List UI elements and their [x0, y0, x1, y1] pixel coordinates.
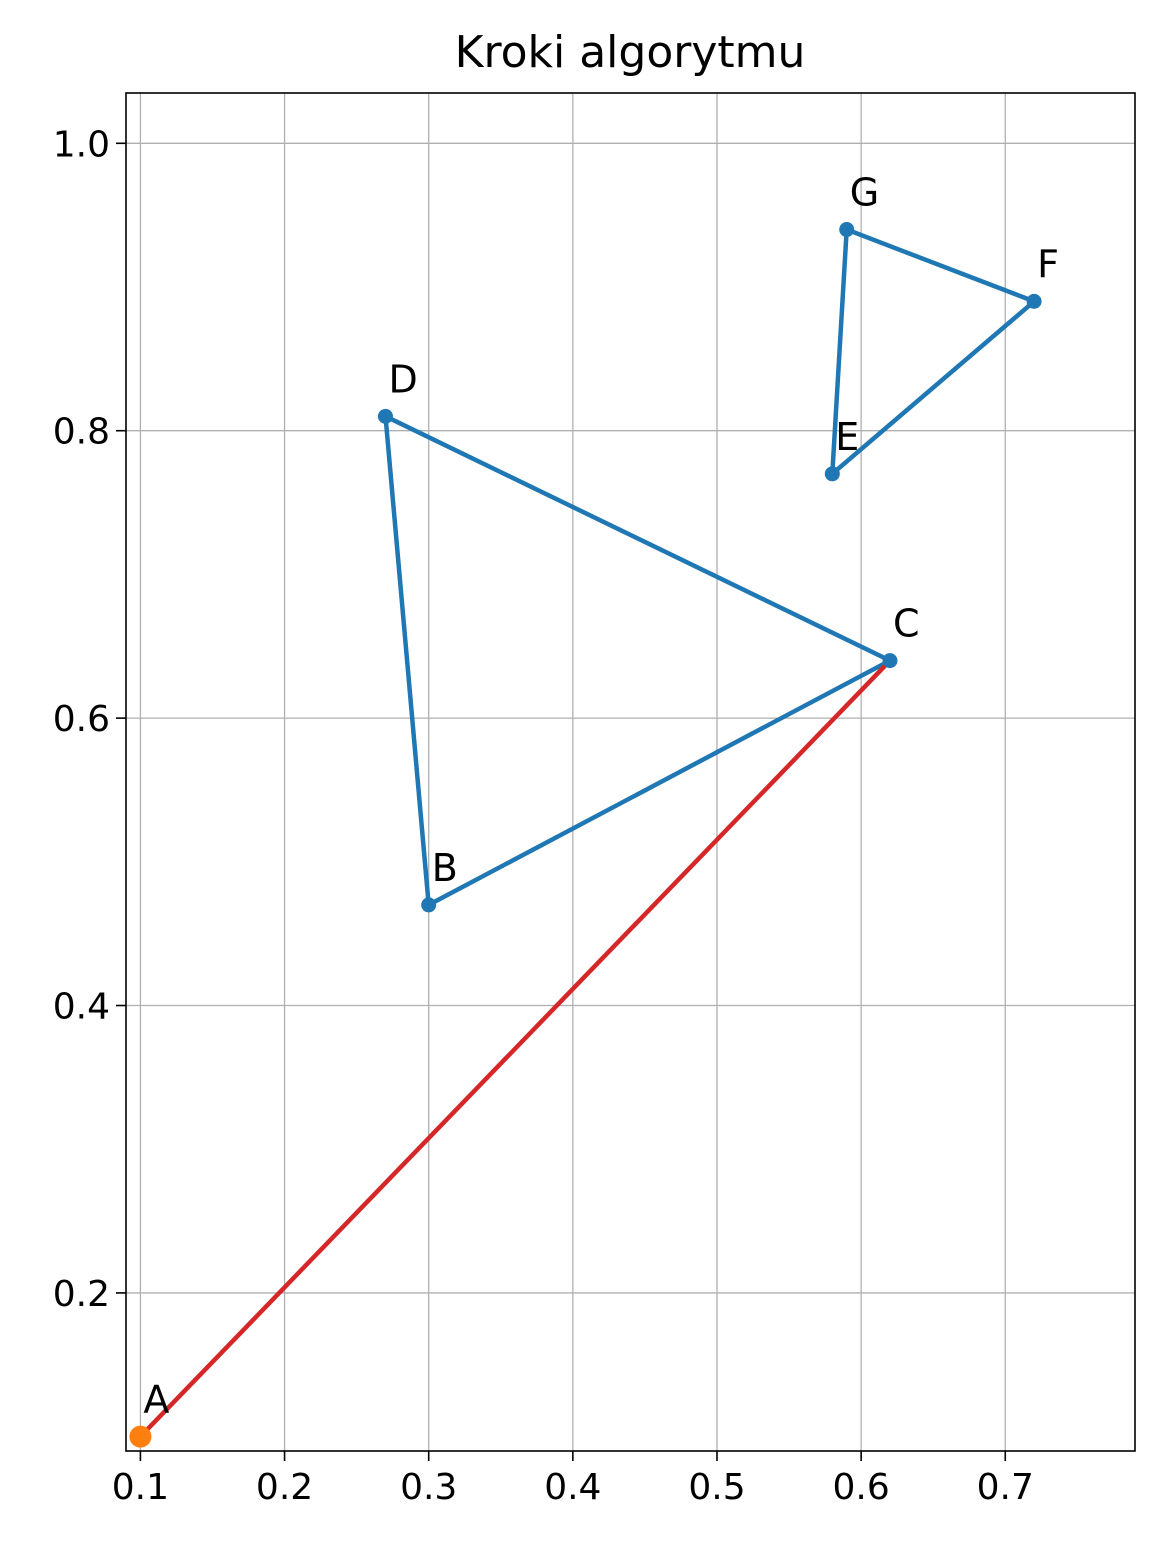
grid	[126, 93, 1135, 1451]
y-axis: 0.2 0.4 0.6 0.8 1.0	[53, 124, 126, 1315]
x-tick-label: 0.7	[977, 1467, 1034, 1508]
x-tick-label: 0.4	[544, 1467, 601, 1508]
series-line-1	[383, 414, 893, 908]
point-a	[129, 1425, 152, 1448]
point-label-d: D	[388, 357, 417, 401]
y-tick-label: 0.8	[53, 412, 110, 453]
point-label-a: A	[143, 1378, 169, 1422]
x-axis: 0.1 0.2 0.3 0.4 0.5 0.6 0.7	[112, 1451, 1034, 1508]
point-labels: A B C D E F G	[143, 171, 1059, 1422]
point-d	[377, 408, 393, 424]
y-tick-label: 0.6	[53, 699, 110, 740]
y-tick-label: 1.0	[53, 124, 110, 165]
y-tick-label: 0.4	[53, 987, 110, 1028]
series-layer	[138, 227, 1037, 1439]
chart-title: Kroki algorytmu	[455, 27, 806, 78]
series-line-2	[830, 227, 1037, 477]
series-line-3	[138, 658, 893, 1439]
point-e	[824, 466, 840, 482]
x-tick-label: 0.3	[400, 1467, 457, 1508]
y-tick-label: 0.2	[53, 1274, 110, 1315]
x-tick-label: 0.6	[832, 1467, 889, 1508]
point-g	[839, 222, 855, 238]
point-c	[882, 653, 898, 669]
plot-frame	[125, 92, 1136, 1452]
point-label-e: E	[835, 415, 859, 459]
point-label-c: C	[893, 602, 920, 646]
point-f	[1026, 293, 1042, 309]
points-layer	[129, 222, 1042, 1448]
point-b	[421, 897, 437, 913]
x-tick-label: 0.2	[256, 1467, 313, 1508]
x-tick-label: 0.5	[688, 1467, 745, 1508]
point-label-b: B	[432, 846, 458, 890]
point-label-g: G	[850, 171, 879, 215]
x-tick-label: 0.1	[112, 1467, 169, 1508]
point-label-f: F	[1037, 242, 1059, 286]
